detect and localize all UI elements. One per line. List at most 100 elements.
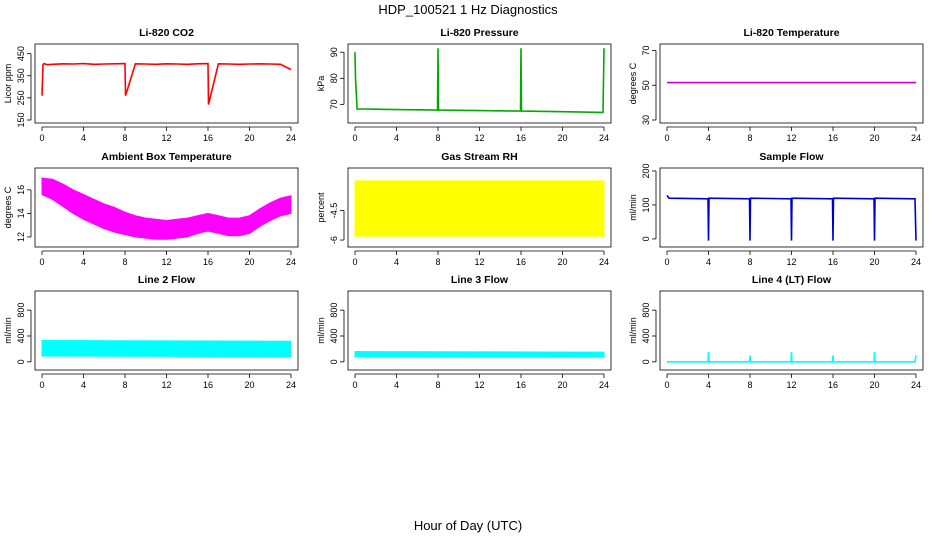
panel-4: Ambient Box Temperature 0 4 8 12 16 20 24 12 14 16… <box>3 151 299 267</box>
x-tick-label: 16 <box>828 257 838 267</box>
series-band <box>41 177 292 240</box>
x-tick-label: 20 <box>244 133 254 143</box>
x-tick-label: 20 <box>869 133 879 143</box>
y-tick-label: 800 <box>641 303 651 318</box>
x-tick-label: 20 <box>557 133 567 143</box>
x-tick-label: 12 <box>786 133 796 143</box>
x-tick-label: 0 <box>664 133 669 143</box>
x-tick-label: 24 <box>599 380 609 390</box>
x-tick-label: 20 <box>869 380 879 390</box>
x-tick-label: 16 <box>516 257 526 267</box>
x-tick-label: 4 <box>81 380 86 390</box>
x-tick-label: 20 <box>869 257 879 267</box>
x-tick-label: 8 <box>122 257 127 267</box>
x-tick-label: 20 <box>244 380 254 390</box>
x-tick-label: 20 <box>557 257 567 267</box>
plot-data <box>354 48 605 114</box>
plot-data <box>354 350 605 358</box>
x-tick-label: 0 <box>352 380 357 390</box>
panel-title: Li-820 CO2 <box>139 27 194 39</box>
plot-data <box>41 339 292 358</box>
x-tick-label: 12 <box>474 133 484 143</box>
x-tick-label: 16 <box>516 133 526 143</box>
y-tick-label: 450 <box>16 46 26 61</box>
panel-title: Line 3 Flow <box>451 274 509 286</box>
plot-frame <box>659 167 924 248</box>
y-tick-label: 200 <box>641 163 651 178</box>
y-tick-label: 400 <box>641 328 651 343</box>
x-tick-label: 24 <box>911 133 921 143</box>
y-tick-label: 16 <box>16 185 26 195</box>
x-tick-label: 4 <box>706 133 711 143</box>
x-tick-label: 16 <box>203 380 213 390</box>
x-tick-label: 12 <box>786 380 796 390</box>
plot-frame <box>659 43 924 124</box>
panel-title: Gas Stream RH <box>441 151 517 163</box>
plot-data <box>41 177 292 240</box>
x-tick-label: 12 <box>161 257 171 267</box>
x-tick-label: 12 <box>786 257 796 267</box>
plot-frame <box>347 43 612 124</box>
x-tick-label: 24 <box>286 257 296 267</box>
panel-title: Li-820 Temperature <box>743 27 839 39</box>
x-tick-label: 24 <box>286 133 296 143</box>
x-tick-label: 8 <box>122 380 127 390</box>
y-axis-label: ml/min <box>3 317 13 344</box>
x-tick-label: 0 <box>664 257 669 267</box>
x-tick-label: 8 <box>435 257 440 267</box>
y-axis-label: percent <box>316 192 326 223</box>
x-tick-label: 16 <box>516 380 526 390</box>
x-tick-label: 20 <box>244 257 254 267</box>
plot-frame <box>659 290 924 371</box>
y-tick-label: 0 <box>641 236 651 241</box>
y-axis-label: degrees C <box>3 186 13 228</box>
x-tick-label: 12 <box>161 380 171 390</box>
y-tick-label: 14 <box>16 208 26 218</box>
y-tick-label: 80 <box>329 73 339 83</box>
panel-title: Li-820 Pressure <box>440 27 518 39</box>
x-axis-caption: Hour of Day (UTC) <box>413 518 523 533</box>
x-tick-label: 24 <box>599 133 609 143</box>
series-band <box>354 180 605 237</box>
panel-title: Line 2 Flow <box>138 274 196 286</box>
x-tick-label: 24 <box>911 257 921 267</box>
x-tick-label: 12 <box>474 380 484 390</box>
x-tick-label: 4 <box>706 257 711 267</box>
x-tick-label: 16 <box>828 380 838 390</box>
y-tick-label: 800 <box>329 303 339 318</box>
plot-data <box>41 62 292 105</box>
y-tick-label: -6 <box>329 236 339 244</box>
plot-data <box>354 180 605 237</box>
y-tick-label: 400 <box>16 328 26 343</box>
x-tick-label: 4 <box>394 257 399 267</box>
x-tick-label: 0 <box>39 133 44 143</box>
y-tick-label: 150 <box>16 112 26 127</box>
x-tick-label: 20 <box>557 380 567 390</box>
plot-frame <box>347 290 612 371</box>
y-tick-label: 100 <box>641 197 651 212</box>
series-line <box>41 62 292 105</box>
y-tick-label: 70 <box>329 99 339 109</box>
y-tick-label: 50 <box>641 80 651 90</box>
y-tick-label: -4.5 <box>329 203 339 219</box>
series-line <box>666 194 917 241</box>
x-tick-label: 4 <box>394 380 399 390</box>
series-line <box>354 48 605 114</box>
panel-title: Line 4 (LT) Flow <box>752 274 832 286</box>
plot-data <box>667 352 917 363</box>
x-tick-label: 16 <box>203 257 213 267</box>
y-axis-label: degrees C <box>628 62 638 104</box>
x-tick-label: 0 <box>664 380 669 390</box>
series-line <box>667 352 917 363</box>
panel-title: Sample Flow <box>759 151 824 163</box>
y-axis-label: ml/min <box>316 317 326 344</box>
x-tick-label: 24 <box>911 380 921 390</box>
y-axis-label: kPa <box>316 76 326 92</box>
x-tick-label: 12 <box>474 257 484 267</box>
y-tick-label: 800 <box>16 303 26 318</box>
x-tick-label: 8 <box>747 257 752 267</box>
y-tick-label: 70 <box>641 45 651 55</box>
x-tick-label: 0 <box>39 380 44 390</box>
